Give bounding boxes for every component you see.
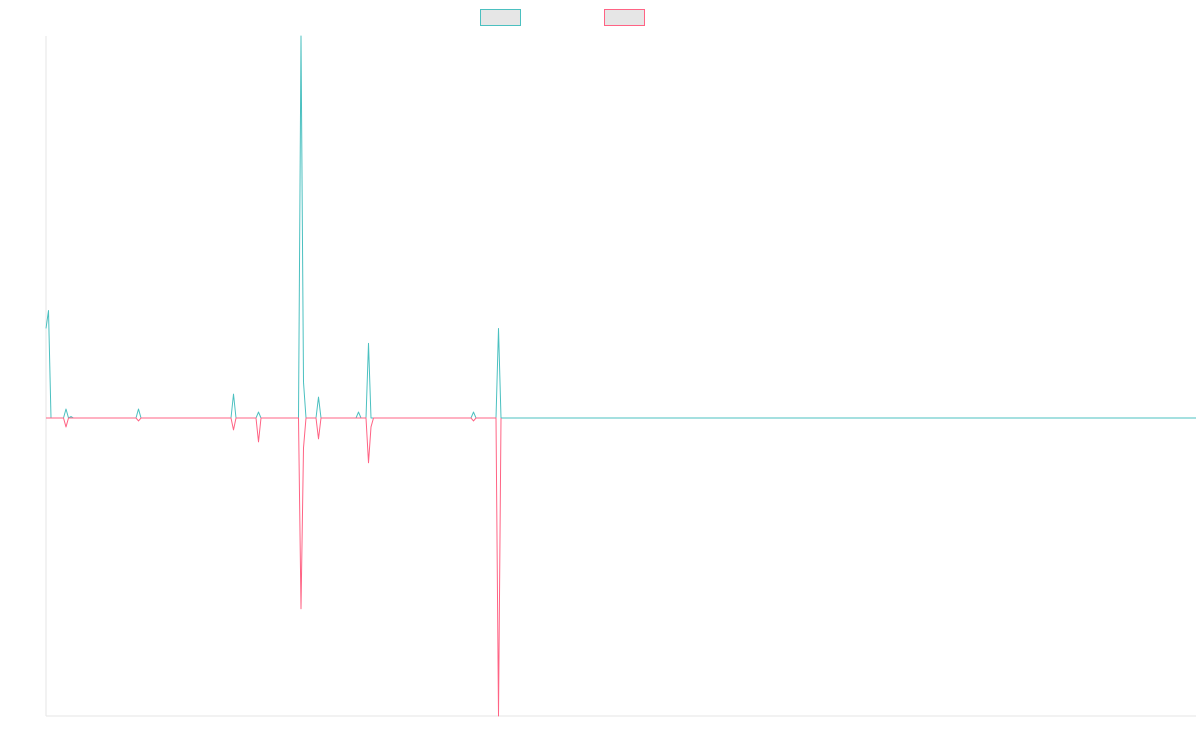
legend-swatch-2[interactable] <box>604 9 645 26</box>
legend-swatch-1[interactable] <box>480 9 521 26</box>
series-line-1 <box>45 35 1196 419</box>
plot-area <box>45 35 1196 717</box>
legend[interactable] <box>480 9 645 26</box>
axes <box>45 36 1196 717</box>
series-line-2 <box>46 417 502 717</box>
